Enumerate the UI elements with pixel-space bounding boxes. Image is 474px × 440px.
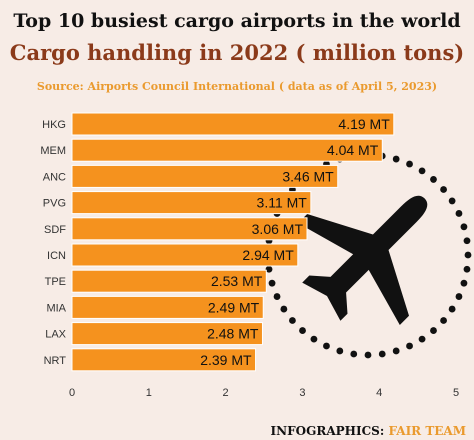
- y-tick-label: ICN: [47, 250, 66, 262]
- x-tick-label: 3: [299, 387, 305, 399]
- x-tick-label: 4: [376, 387, 382, 399]
- ring-dot: [460, 279, 468, 287]
- x-tick-label: 5: [453, 387, 459, 399]
- bar-value-label: 2.48 MT: [207, 326, 259, 342]
- decoration-group: [264, 151, 472, 359]
- airplane-icon: [297, 195, 428, 326]
- ring-dot: [455, 210, 463, 217]
- bar: [71, 348, 257, 372]
- y-tick-label: PVG: [43, 198, 66, 210]
- ring-dot: [392, 155, 400, 163]
- ring-dot: [448, 305, 456, 313]
- y-tick-label: MIA: [46, 302, 66, 314]
- bar-value-label: 3.06 MT: [252, 221, 304, 237]
- ring-dot: [336, 347, 344, 355]
- bar-value-label: 4.19 MT: [338, 116, 390, 132]
- footer-credit: INFOGRAPHICS: FAIR TEAM: [271, 424, 466, 438]
- chart-source: Source: Airports Council International (…: [36, 80, 438, 93]
- x-tick-label: 2: [223, 387, 229, 399]
- ring-dot: [350, 350, 358, 358]
- bar: [71, 191, 312, 215]
- x-axis-labels: 0 1 2 3 4 5: [69, 387, 459, 399]
- ring-dot: [418, 167, 426, 175]
- y-tick-label: ANC: [43, 171, 66, 183]
- bar-value-label: 2.39 MT: [200, 352, 252, 368]
- ring-dot: [392, 347, 400, 355]
- y-tick-label: HKG: [42, 119, 66, 131]
- x-tick-label: 0: [69, 387, 75, 399]
- ring-dot: [418, 335, 426, 343]
- y-tick-label: LAX: [45, 329, 66, 341]
- ring-dot: [323, 342, 330, 350]
- ring-dot: [310, 335, 318, 343]
- ring-dot: [440, 317, 447, 324]
- footer-prefix: INFOGRAPHICS:: [270, 424, 389, 438]
- bar-value-label: 3.11 MT: [257, 195, 308, 211]
- bars-group: 4.19 MT 4.04 MT 3.46 MT 3.11 MT 3.06 MT 2.94 …: [71, 112, 395, 372]
- ring-dot: [440, 186, 447, 193]
- bar: [71, 217, 308, 241]
- y-axis-labels: HKG MEM ANC PVG SDF ICN TPE MIA LAX NRT: [40, 119, 66, 367]
- footer-team: FAIR TEAM: [388, 424, 466, 438]
- y-tick-label: SDF: [44, 224, 66, 236]
- y-tick-label: NRT: [44, 355, 67, 367]
- ring-dot: [460, 223, 468, 231]
- ring-dot: [463, 237, 471, 245]
- bar: [71, 164, 339, 188]
- bar: [71, 112, 395, 136]
- ring-dot: [273, 293, 281, 300]
- ring-dot: [430, 176, 437, 183]
- bar-value-label: 2.53 MT: [211, 273, 263, 289]
- ring-dot: [378, 350, 386, 358]
- bar: [71, 138, 383, 162]
- bar-value-label: 2.49 MT: [208, 299, 260, 315]
- bar-value-label: 2.94 MT: [242, 247, 294, 263]
- ring-dot: [299, 327, 306, 334]
- bar: [71, 295, 264, 319]
- ring-dot: [464, 251, 472, 259]
- ring-dot: [430, 327, 437, 334]
- bar: [71, 269, 267, 293]
- ring-dot: [406, 342, 413, 350]
- ring-dot: [463, 265, 471, 273]
- bar: [71, 322, 263, 346]
- ring-dot: [268, 279, 276, 287]
- ring-dot: [406, 160, 413, 168]
- chart-subtitle: Cargo handling in 2022 ( million tons): [9, 40, 465, 65]
- bar: [71, 243, 299, 267]
- airplane-shape: [297, 195, 428, 326]
- ring-dot: [364, 351, 372, 359]
- ring-dot: [265, 265, 273, 273]
- y-tick-label: MEM: [40, 145, 66, 157]
- ring-dot: [289, 317, 296, 324]
- chart-title: Top 10 busiest cargo airports in the wor…: [13, 10, 461, 32]
- bar-value-label: 3.46 MT: [282, 168, 334, 184]
- bar-value-label: 4.04 MT: [327, 142, 379, 158]
- ring-dot: [448, 197, 456, 205]
- ring-dot: [280, 305, 288, 313]
- y-tick-label: TPE: [45, 276, 66, 288]
- ring-dot: [455, 293, 463, 300]
- x-tick-label: 1: [146, 387, 152, 399]
